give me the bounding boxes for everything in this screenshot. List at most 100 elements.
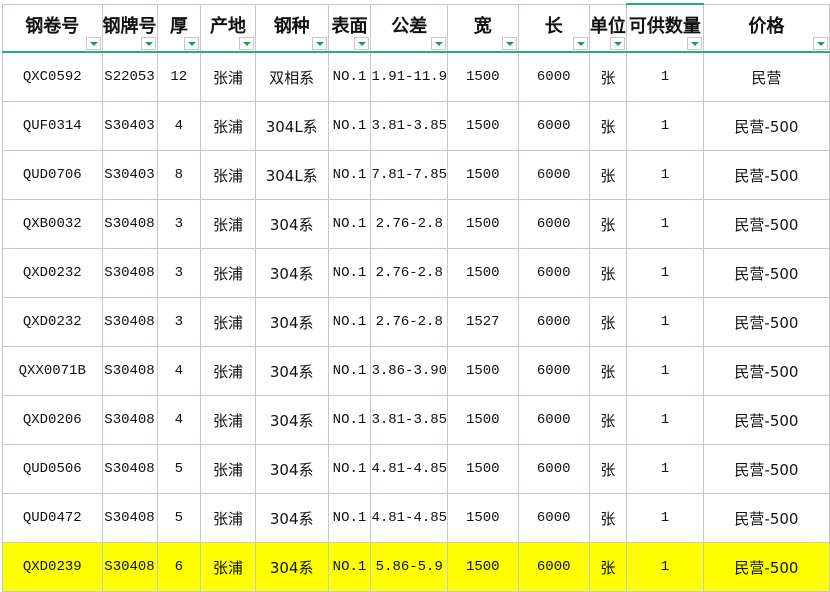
- cell[interactable]: 1500: [447, 542, 519, 592]
- cell[interactable]: 张浦: [200, 297, 256, 347]
- cell[interactable]: 1500: [447, 395, 519, 445]
- filter-dropdown-icon[interactable]: [813, 37, 828, 50]
- cell[interactable]: 2.76-2.8: [370, 199, 449, 249]
- cell[interactable]: 民营-500: [702, 542, 830, 592]
- cell[interactable]: QUD0706: [2, 150, 103, 200]
- filter-dropdown-icon[interactable]: [311, 37, 327, 50]
- cell[interactable]: 1500: [447, 199, 519, 249]
- cell[interactable]: S30408: [101, 395, 158, 445]
- cell[interactable]: 8: [156, 150, 202, 200]
- cell[interactable]: QXD0206: [2, 395, 103, 445]
- cell[interactable]: 张: [588, 542, 627, 592]
- column-header[interactable]: 钢种: [254, 3, 329, 53]
- cell[interactable]: 304系: [254, 444, 329, 494]
- cell[interactable]: 张: [588, 150, 627, 200]
- filter-dropdown-icon[interactable]: [85, 37, 101, 50]
- cell[interactable]: 张: [588, 199, 627, 249]
- cell[interactable]: 2.76-2.8: [370, 297, 449, 347]
- cell[interactable]: 张浦: [200, 199, 256, 249]
- cell[interactable]: 4: [156, 346, 202, 396]
- cell[interactable]: 1: [625, 395, 704, 445]
- cell[interactable]: 6000: [517, 542, 590, 592]
- cell[interactable]: 6000: [517, 493, 590, 543]
- cell[interactable]: 张浦: [200, 346, 256, 396]
- column-header[interactable]: 钢牌号: [101, 3, 158, 53]
- cell[interactable]: 张: [588, 444, 627, 494]
- cell[interactable]: 6000: [517, 199, 590, 249]
- cell[interactable]: 张: [588, 51, 627, 102]
- cell[interactable]: 6000: [517, 51, 590, 102]
- filter-dropdown-icon[interactable]: [140, 37, 156, 50]
- cell[interactable]: QXC0592: [2, 51, 103, 102]
- cell[interactable]: 304系: [254, 395, 329, 445]
- cell[interactable]: 1: [625, 346, 704, 396]
- cell[interactable]: 3.81-3.85: [370, 395, 449, 445]
- cell[interactable]: QXB0032: [2, 199, 103, 249]
- cell[interactable]: 1500: [447, 101, 519, 151]
- column-header[interactable]: 宽: [447, 3, 519, 53]
- cell[interactable]: QXD0239: [2, 542, 103, 592]
- cell[interactable]: 张浦: [200, 51, 256, 102]
- cell[interactable]: NO.1: [327, 51, 372, 102]
- cell[interactable]: S30408: [101, 542, 158, 592]
- filter-dropdown-icon[interactable]: [354, 37, 370, 50]
- cell[interactable]: 民营-500: [702, 444, 830, 494]
- cell[interactable]: 1: [625, 444, 704, 494]
- cell[interactable]: 1: [625, 542, 704, 592]
- cell[interactable]: 2.76-2.8: [370, 248, 449, 298]
- cell[interactable]: 1: [625, 493, 704, 543]
- cell[interactable]: 1500: [447, 150, 519, 200]
- cell[interactable]: 304L系: [254, 150, 329, 200]
- cell[interactable]: 1500: [447, 444, 519, 494]
- cell[interactable]: 张浦: [200, 101, 256, 151]
- filter-dropdown-icon[interactable]: [501, 37, 517, 50]
- cell[interactable]: 304系: [254, 199, 329, 249]
- column-header[interactable]: 厚: [156, 3, 202, 53]
- cell[interactable]: QUD0472: [2, 493, 103, 543]
- cell[interactable]: NO.1: [327, 150, 372, 200]
- cell[interactable]: 304系: [254, 346, 329, 396]
- cell[interactable]: 1500: [447, 248, 519, 298]
- cell[interactable]: S30403: [101, 150, 158, 200]
- cell[interactable]: 1: [625, 150, 704, 200]
- cell[interactable]: 1500: [447, 346, 519, 396]
- cell[interactable]: S30408: [101, 493, 158, 543]
- cell[interactable]: 6: [156, 542, 202, 592]
- cell[interactable]: 民营-500: [702, 297, 830, 347]
- filter-dropdown-icon[interactable]: [184, 37, 200, 50]
- cell[interactable]: 4.81-4.85: [370, 444, 449, 494]
- cell[interactable]: 1.91-11.9: [370, 51, 449, 102]
- cell[interactable]: 6000: [517, 101, 590, 151]
- column-header[interactable]: 表面: [327, 3, 372, 53]
- cell[interactable]: 12: [156, 51, 202, 102]
- cell[interactable]: 张浦: [200, 493, 256, 543]
- cell[interactable]: 民营-500: [702, 248, 830, 298]
- filter-dropdown-icon[interactable]: [609, 37, 625, 50]
- cell[interactable]: 1527: [447, 297, 519, 347]
- filter-dropdown-icon[interactable]: [572, 37, 588, 50]
- cell[interactable]: 7.81-7.85: [370, 150, 449, 200]
- cell[interactable]: S30408: [101, 297, 158, 347]
- cell[interactable]: 3: [156, 297, 202, 347]
- cell[interactable]: 民营-500: [702, 199, 830, 249]
- cell[interactable]: 304系: [254, 542, 329, 592]
- cell[interactable]: NO.1: [327, 346, 372, 396]
- cell[interactable]: 4.81-4.85: [370, 493, 449, 543]
- cell[interactable]: 张: [588, 493, 627, 543]
- cell[interactable]: 民营-500: [702, 101, 830, 151]
- cell[interactable]: 民营: [702, 51, 830, 102]
- cell[interactable]: 304系: [254, 297, 329, 347]
- cell[interactable]: 5.86-5.9: [370, 542, 449, 592]
- column-header[interactable]: 产地: [200, 3, 256, 53]
- cell[interactable]: QXX0071B: [2, 346, 103, 396]
- cell[interactable]: 5: [156, 444, 202, 494]
- cell[interactable]: S30408: [101, 199, 158, 249]
- cell[interactable]: 5: [156, 493, 202, 543]
- cell[interactable]: QUD0506: [2, 444, 103, 494]
- cell[interactable]: 张: [588, 248, 627, 298]
- cell[interactable]: 6000: [517, 395, 590, 445]
- cell[interactable]: 6000: [517, 248, 590, 298]
- cell[interactable]: 6000: [517, 297, 590, 347]
- cell[interactable]: 4: [156, 395, 202, 445]
- cell[interactable]: QUF0314: [2, 101, 103, 151]
